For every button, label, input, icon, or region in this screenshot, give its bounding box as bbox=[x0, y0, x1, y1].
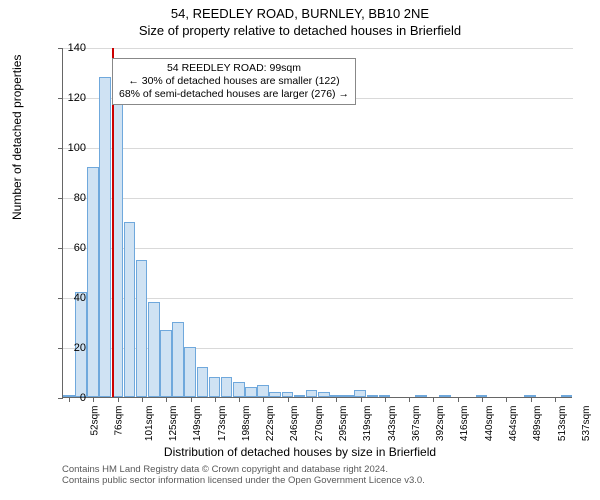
ytick-label: 100 bbox=[68, 142, 86, 154]
xtick-mark bbox=[385, 397, 386, 402]
xtick-label: 246sqm bbox=[289, 406, 300, 442]
xtick-label: 513sqm bbox=[557, 406, 568, 442]
annotation-box: 54 REEDLEY ROAD: 99sqm ← 30% of detached… bbox=[112, 58, 356, 105]
histogram-bar bbox=[245, 387, 257, 397]
xtick-label: 416sqm bbox=[459, 406, 470, 442]
xtick-label: 464sqm bbox=[508, 406, 519, 442]
histogram-bar bbox=[184, 347, 196, 397]
histogram-bar bbox=[439, 395, 451, 398]
xtick-mark bbox=[166, 397, 167, 402]
ytick-label: 0 bbox=[80, 392, 86, 404]
annotation-line-1: 54 REEDLEY ROAD: 99sqm bbox=[119, 62, 349, 75]
xtick-label: 149sqm bbox=[192, 406, 203, 442]
histogram-bar bbox=[197, 367, 209, 397]
xtick-mark bbox=[361, 397, 362, 402]
xtick-label: 537sqm bbox=[581, 406, 592, 442]
ytick-mark bbox=[58, 148, 63, 149]
gridline bbox=[63, 198, 573, 199]
xtick-label: 367sqm bbox=[411, 406, 422, 442]
xtick-mark bbox=[263, 397, 264, 402]
ytick-label: 20 bbox=[74, 342, 86, 354]
histogram-bar bbox=[87, 167, 99, 397]
xtick-mark bbox=[239, 397, 240, 402]
xtick-mark bbox=[409, 397, 410, 402]
ytick-label: 140 bbox=[68, 42, 86, 54]
footer-line-1: Contains HM Land Registry data © Crown c… bbox=[62, 464, 425, 475]
title-line-2: Size of property relative to detached ho… bbox=[0, 21, 600, 38]
ytick-mark bbox=[58, 198, 63, 199]
histogram-bar bbox=[209, 377, 221, 397]
xtick-mark bbox=[69, 397, 70, 402]
histogram-bar bbox=[172, 322, 184, 397]
chart-container: 54, REEDLEY ROAD, BURNLEY, BB10 2NE Size… bbox=[0, 0, 600, 500]
xtick-label: 222sqm bbox=[265, 406, 276, 442]
xtick-mark bbox=[191, 397, 192, 402]
ytick-mark bbox=[58, 298, 63, 299]
xtick-label: 319sqm bbox=[362, 406, 373, 442]
annotation-line-2: ← 30% of detached houses are smaller (12… bbox=[119, 75, 349, 88]
xtick-label: 52sqm bbox=[90, 406, 101, 436]
gridline bbox=[63, 148, 573, 149]
xtick-mark bbox=[312, 397, 313, 402]
histogram-bar bbox=[257, 385, 269, 398]
footer-line-2: Contains public sector information licen… bbox=[62, 475, 425, 486]
xtick-label: 440sqm bbox=[484, 406, 495, 442]
xtick-label: 173sqm bbox=[217, 406, 228, 442]
xtick-label: 76sqm bbox=[114, 406, 125, 436]
annotation-line-3: 68% of semi-detached houses are larger (… bbox=[119, 88, 349, 101]
gridline bbox=[63, 48, 573, 49]
xtick-mark bbox=[93, 397, 94, 402]
xtick-mark bbox=[433, 397, 434, 402]
xtick-mark bbox=[458, 397, 459, 402]
xtick-label: 489sqm bbox=[532, 406, 543, 442]
histogram-bar bbox=[415, 395, 427, 398]
histogram-bar bbox=[124, 222, 136, 397]
histogram-bar bbox=[233, 382, 245, 397]
xtick-label: 198sqm bbox=[241, 406, 252, 442]
histogram-bar bbox=[354, 390, 366, 398]
histogram-bar bbox=[561, 395, 573, 398]
xtick-label: 125sqm bbox=[168, 406, 179, 442]
ytick-mark bbox=[58, 48, 63, 49]
ytick-label: 60 bbox=[74, 242, 86, 254]
xtick-mark bbox=[215, 397, 216, 402]
x-axis-label: Distribution of detached houses by size … bbox=[0, 445, 600, 459]
xtick-mark bbox=[555, 397, 556, 402]
title-line-1: 54, REEDLEY ROAD, BURNLEY, BB10 2NE bbox=[0, 0, 600, 21]
ytick-mark bbox=[58, 398, 63, 399]
xtick-label: 295sqm bbox=[338, 406, 349, 442]
ytick-label: 40 bbox=[74, 292, 86, 304]
ytick-label: 80 bbox=[74, 192, 86, 204]
xtick-mark bbox=[506, 397, 507, 402]
xtick-mark bbox=[531, 397, 532, 402]
xtick-label: 343sqm bbox=[387, 406, 398, 442]
histogram-bar bbox=[221, 377, 233, 397]
histogram-bar bbox=[269, 392, 281, 397]
ytick-mark bbox=[58, 98, 63, 99]
gridline bbox=[63, 248, 573, 249]
histogram-bar bbox=[367, 395, 379, 398]
chart-area: 54 REEDLEY ROAD: 99sqm ← 30% of detached… bbox=[62, 48, 572, 398]
histogram-bar bbox=[342, 395, 354, 398]
xtick-label: 392sqm bbox=[435, 406, 446, 442]
histogram-bar bbox=[99, 77, 111, 397]
xtick-mark bbox=[336, 397, 337, 402]
xtick-mark bbox=[118, 397, 119, 402]
xtick-mark bbox=[142, 397, 143, 402]
ytick-mark bbox=[58, 348, 63, 349]
ytick-mark bbox=[58, 248, 63, 249]
histogram-bar bbox=[306, 390, 318, 398]
footer-attribution: Contains HM Land Registry data © Crown c… bbox=[62, 464, 425, 487]
xtick-mark bbox=[288, 397, 289, 402]
xtick-label: 101sqm bbox=[144, 406, 155, 442]
histogram-bar bbox=[136, 260, 148, 398]
xtick-label: 270sqm bbox=[314, 406, 325, 442]
xtick-mark bbox=[482, 397, 483, 402]
histogram-bar bbox=[148, 302, 160, 397]
histogram-bar bbox=[294, 395, 306, 398]
histogram-bar bbox=[160, 330, 172, 398]
ytick-label: 120 bbox=[68, 92, 86, 104]
y-axis-label: Number of detached properties bbox=[10, 55, 24, 220]
histogram-bar bbox=[318, 392, 330, 397]
